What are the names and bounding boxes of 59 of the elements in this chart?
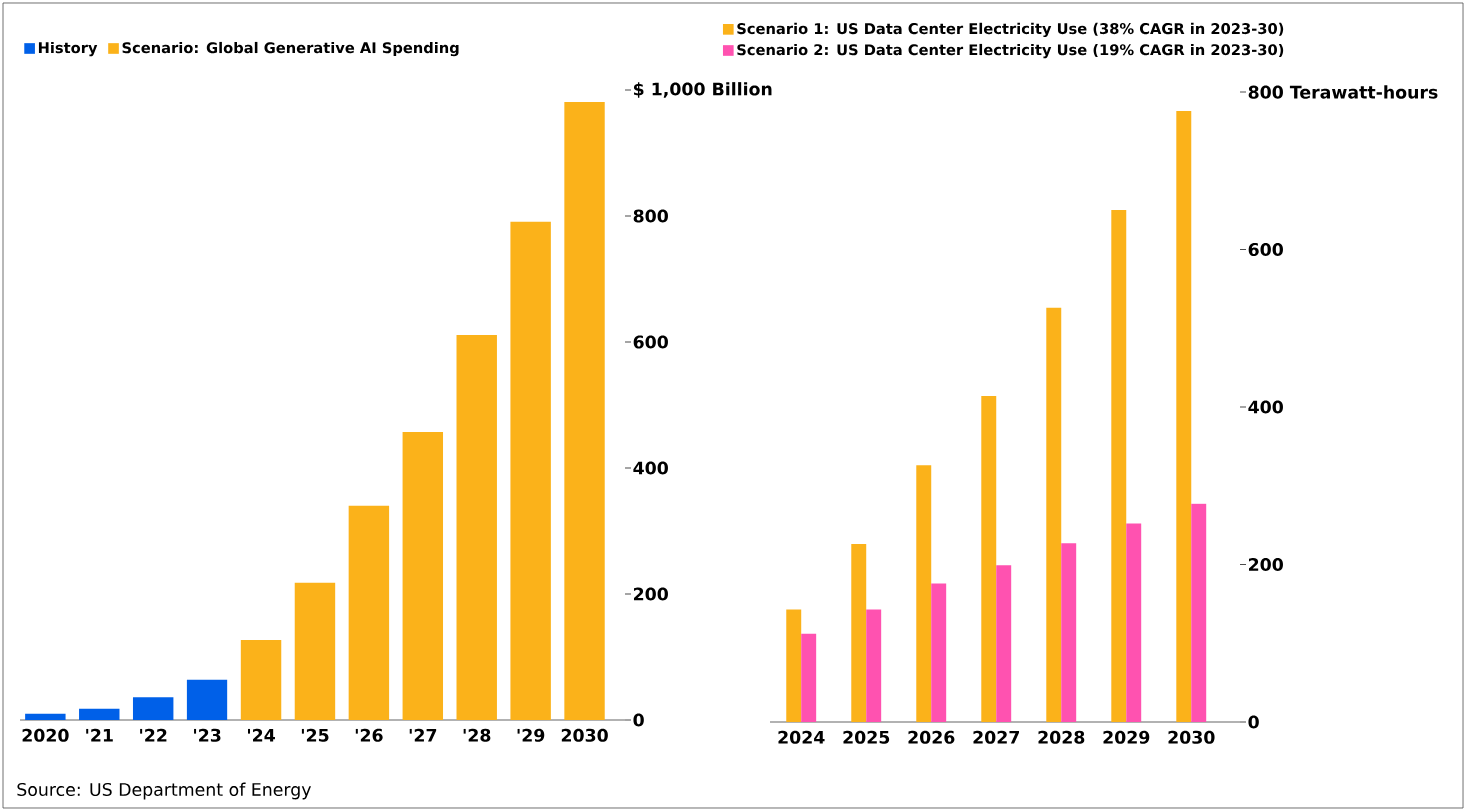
x-tick-label: '23	[194, 728, 221, 742]
bar	[294, 582, 336, 720]
bar	[510, 221, 551, 720]
bar	[1061, 543, 1077, 722]
bar	[996, 565, 1012, 722]
y-tick-label: 600	[633, 335, 668, 349]
y-tick-label: $ 1,000 Billion	[633, 82, 772, 98]
bar	[1111, 210, 1127, 722]
legend-label: Scenario: Global Generative AI Spending	[122, 41, 459, 57]
x-tick-label: 2030	[1168, 730, 1215, 744]
y-tick-label: 0	[633, 713, 644, 727]
x-tick-label: 2024	[778, 730, 825, 744]
bar	[1191, 503, 1207, 722]
bar	[25, 713, 66, 720]
y-tick-label: 200	[633, 587, 668, 601]
source-note: Source: US Department of Energy	[17, 782, 311, 800]
bar	[931, 583, 947, 722]
legend-label: History	[38, 41, 98, 57]
x-tick-label: 2030	[561, 728, 608, 742]
x-tick-label: 2029	[1103, 730, 1150, 744]
y-tick-label: 400	[633, 461, 668, 475]
bar	[1126, 523, 1142, 722]
bar	[801, 633, 817, 722]
legend-label: Scenario 2: US Data Center Electricity Use (19% CAGR in 2023-30)	[737, 43, 1284, 59]
legend-label: Scenario 1: US Data Center Electricity Use (38% CAGR in 2023-30)	[737, 22, 1284, 38]
x-tick-label: '25	[301, 728, 329, 742]
bar	[79, 708, 120, 720]
x-tick-label: '28	[463, 728, 491, 742]
bar	[186, 679, 228, 720]
bar	[866, 609, 882, 722]
x-tick-label: '29	[517, 728, 545, 742]
y-tick-label: 200	[1248, 557, 1283, 572]
bar	[851, 544, 867, 722]
bar	[786, 609, 802, 722]
x-tick-label: 2027	[973, 730, 1019, 744]
bar	[916, 465, 932, 722]
bar	[564, 101, 605, 720]
bar	[240, 639, 282, 720]
x-tick-label: 2020	[22, 728, 69, 742]
y-tick-label: 800 Terawatt-hours	[1248, 85, 1438, 99]
x-tick-label: '21	[86, 728, 113, 742]
bar	[1176, 110, 1192, 722]
x-tick-label: 2026	[908, 730, 955, 744]
y-tick-label: 600	[1248, 242, 1283, 257]
x-tick-label: '22	[140, 728, 167, 742]
y-tick-label: 800	[633, 209, 668, 223]
bar	[456, 335, 497, 720]
x-tick-label: 2025	[843, 730, 890, 744]
bar	[348, 505, 390, 720]
x-tick-label: '26	[355, 728, 383, 742]
bar	[1046, 307, 1062, 722]
x-tick-label: '27	[409, 728, 437, 742]
x-tick-label: 2028	[1038, 730, 1085, 744]
bar	[132, 697, 174, 720]
bar	[981, 395, 997, 722]
x-tick-label: '24	[247, 728, 275, 742]
y-tick-label: 0	[1248, 715, 1259, 729]
y-tick-label: 400	[1248, 400, 1283, 414]
bar	[402, 432, 444, 720]
